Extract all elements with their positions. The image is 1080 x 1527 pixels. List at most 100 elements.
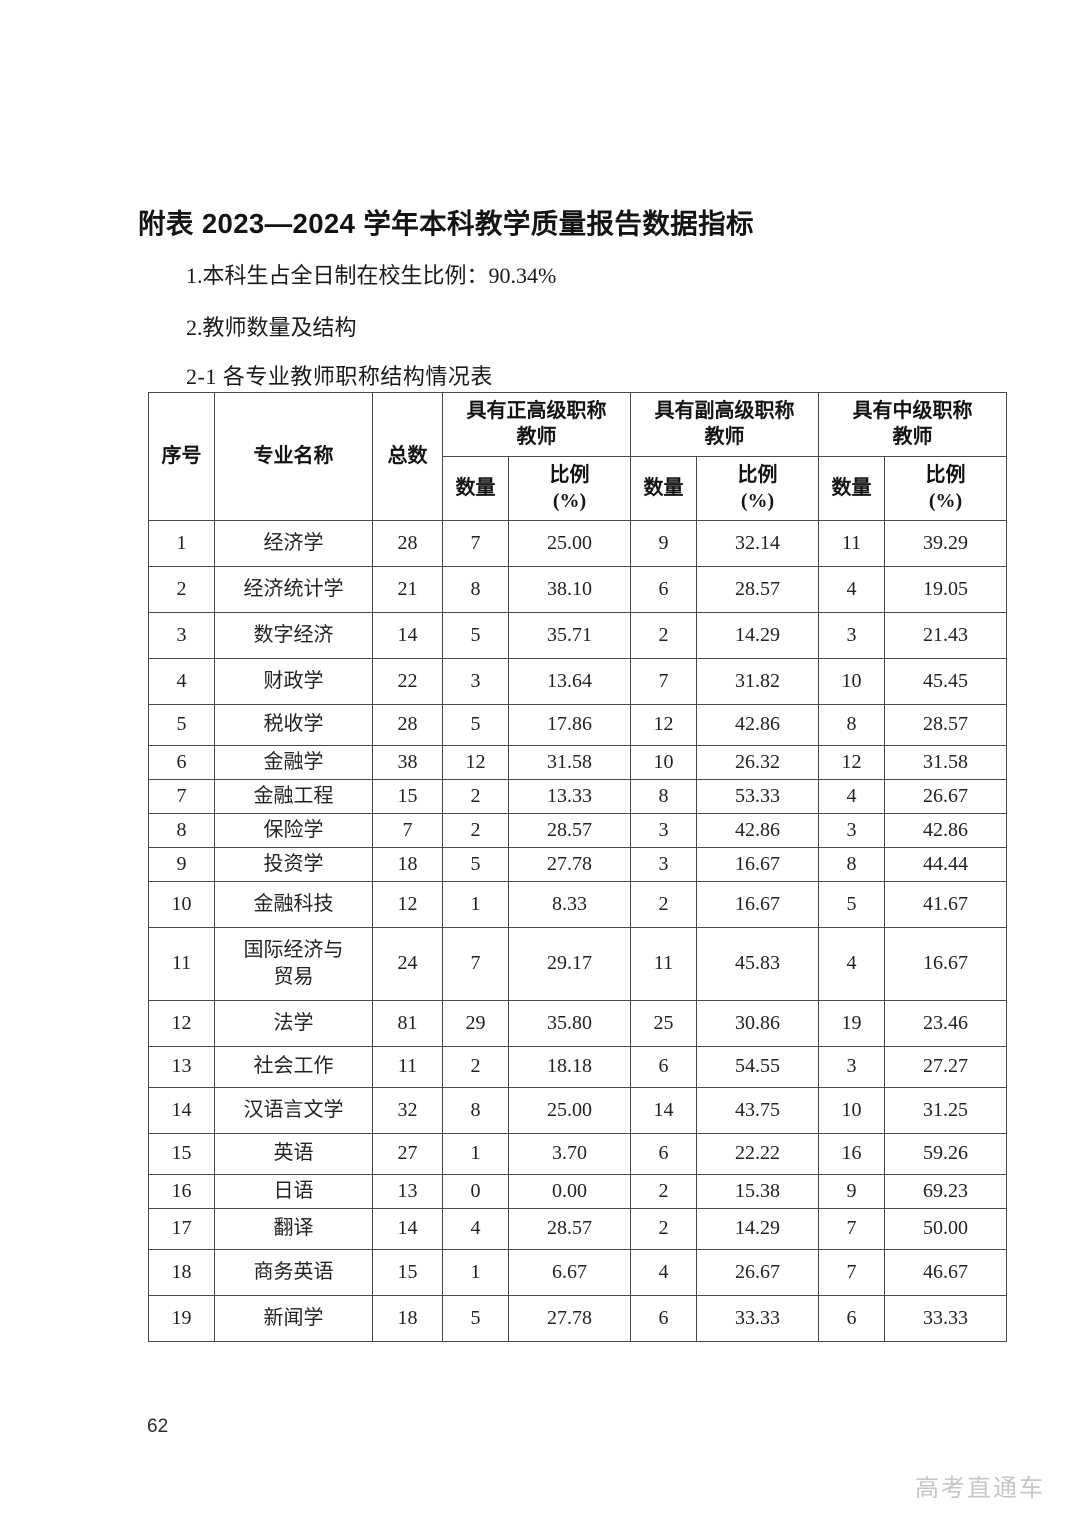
cell-associate-qty: 25 xyxy=(630,999,697,1047)
cell-associate-qty: 4 xyxy=(630,1248,697,1296)
cell-intermediate-pct: 28.57 xyxy=(884,703,1007,746)
table-row: 9 投资学 18 5 27.78 3 16.67 8 44.44 xyxy=(148,846,1007,882)
cell-associate-qty: 6 xyxy=(630,565,697,613)
cell-associate-pct: 54.55 xyxy=(696,1045,819,1088)
column-header-intermediate-pct: 比例 (%) xyxy=(884,455,1007,521)
cell-senior-qty: 0 xyxy=(442,1173,509,1209)
cell-associate-pct: 53.33 xyxy=(696,778,819,814)
cell-intermediate-pct: 45.45 xyxy=(884,657,1007,705)
cell-intermediate-qty: 3 xyxy=(818,611,885,659)
cell-no: 4 xyxy=(148,657,215,705)
table-caption: 2-1 各专业教师职称结构情况表 xyxy=(186,364,493,389)
cell-senior-qty: 2 xyxy=(442,778,509,814)
cell-no: 5 xyxy=(148,703,215,746)
table-row: 2 经济统计学 21 8 38.10 6 28.57 4 19.05 xyxy=(148,565,1007,613)
cell-major-name: 数字经济 xyxy=(214,611,373,659)
cell-major-name: 翻译 xyxy=(214,1207,373,1250)
cell-total: 18 xyxy=(372,846,443,882)
table-row: 16 日语 13 0 0.00 2 15.38 9 69.23 xyxy=(148,1173,1007,1209)
cell-associate-pct: 31.82 xyxy=(696,657,819,705)
cell-intermediate-pct: 19.05 xyxy=(884,565,1007,613)
cell-senior-qty: 5 xyxy=(442,703,509,746)
cell-senior-qty: 2 xyxy=(442,1045,509,1088)
cell-total: 38 xyxy=(372,744,443,780)
cell-total: 28 xyxy=(372,703,443,746)
cell-associate-pct: 33.33 xyxy=(696,1294,819,1342)
cell-senior-pct: 28.57 xyxy=(508,812,631,848)
cell-major-name: 财政学 xyxy=(214,657,373,705)
column-header-associate-qty: 数量 xyxy=(630,455,697,521)
table-row: 3 数字经济 14 5 35.71 2 14.29 3 21.43 xyxy=(148,611,1007,659)
cell-total: 24 xyxy=(372,926,443,1001)
cell-no: 6 xyxy=(148,744,215,780)
cell-no: 15 xyxy=(148,1132,215,1175)
cell-intermediate-pct: 31.25 xyxy=(884,1086,1007,1134)
table-row: 17 翻译 14 4 28.57 2 14.29 7 50.00 xyxy=(148,1207,1007,1250)
senior-pct-line2: (%) xyxy=(552,490,587,513)
cell-no: 7 xyxy=(148,778,215,814)
major-name-line2: 贸易 xyxy=(273,965,314,988)
cell-associate-qty: 6 xyxy=(630,1132,697,1175)
cell-senior-qty: 5 xyxy=(442,846,509,882)
cell-senior-qty: 8 xyxy=(442,565,509,613)
cell-intermediate-pct: 39.29 xyxy=(884,519,1007,567)
cell-senior-qty: 2 xyxy=(442,812,509,848)
cell-intermediate-qty: 11 xyxy=(818,519,885,567)
cell-associate-qty: 9 xyxy=(630,519,697,567)
group-header-intermediate-line2: 教师 xyxy=(892,426,933,449)
cell-senior-qty: 3 xyxy=(442,657,509,705)
cell-no: 9 xyxy=(148,846,215,882)
cell-intermediate-pct: 44.44 xyxy=(884,846,1007,882)
associate-pct-line1: 比例 xyxy=(737,463,778,486)
cell-total: 7 xyxy=(372,812,443,848)
cell-senior-pct: 25.00 xyxy=(508,519,631,567)
cell-major-name: 金融科技 xyxy=(214,880,373,928)
cell-no: 12 xyxy=(148,999,215,1047)
table-header: 序号 专业名称 总数 具有正高级职称 教师 具有副高级职称 教师 具有中级职称 … xyxy=(148,392,1007,521)
cell-senior-qty: 5 xyxy=(442,1294,509,1342)
cell-total: 11 xyxy=(372,1045,443,1088)
cell-major-name: 国际经济与 贸易 xyxy=(214,926,373,1001)
cell-associate-pct: 15.38 xyxy=(696,1173,819,1209)
cell-associate-pct: 14.29 xyxy=(696,611,819,659)
cell-intermediate-pct: 26.67 xyxy=(884,778,1007,814)
table-row: 19 新闻学 18 5 27.78 6 33.33 6 33.33 xyxy=(148,1294,1007,1342)
cell-associate-qty: 2 xyxy=(630,880,697,928)
cell-senior-pct: 28.57 xyxy=(508,1207,631,1250)
cell-senior-pct: 27.78 xyxy=(508,846,631,882)
cell-total: 12 xyxy=(372,880,443,928)
cell-senior-pct: 6.67 xyxy=(508,1248,631,1296)
column-header-intermediate-qty: 数量 xyxy=(818,455,885,521)
cell-no: 1 xyxy=(148,519,215,567)
cell-no: 8 xyxy=(148,812,215,848)
cell-total: 22 xyxy=(372,657,443,705)
cell-intermediate-pct: 27.27 xyxy=(884,1045,1007,1088)
paragraph-undergrad-ratio: 1.本科生占全日制在校生比例：90.34% xyxy=(186,263,557,288)
paragraph-section-heading: 2.教师数量及结构 xyxy=(186,315,357,340)
cell-major-name: 英语 xyxy=(214,1132,373,1175)
cell-intermediate-pct: 50.00 xyxy=(884,1207,1007,1250)
cell-major-name: 社会工作 xyxy=(214,1045,373,1088)
cell-associate-pct: 45.83 xyxy=(696,926,819,1001)
cell-senior-qty: 1 xyxy=(442,880,509,928)
cell-intermediate-qty: 10 xyxy=(818,1086,885,1134)
cell-major-name: 保险学 xyxy=(214,812,373,848)
cell-total: 18 xyxy=(372,1294,443,1342)
table-header-row-sub: 数量 比例 (%) 数量 比例 (%) 数量 比例 (%) xyxy=(149,455,1007,521)
senior-pct-line1: 比例 xyxy=(549,463,590,486)
cell-intermediate-qty: 4 xyxy=(818,565,885,613)
cell-senior-pct: 13.64 xyxy=(508,657,631,705)
cell-major-name: 汉语言文学 xyxy=(214,1086,373,1134)
cell-intermediate-qty: 8 xyxy=(818,846,885,882)
column-group-header-senior: 具有正高级职称 教师 xyxy=(442,392,631,457)
cell-no: 10 xyxy=(148,880,215,928)
cell-intermediate-qty: 4 xyxy=(818,926,885,1001)
cell-total: 14 xyxy=(372,611,443,659)
cell-senior-pct: 3.70 xyxy=(508,1132,631,1175)
cell-major-name: 新闻学 xyxy=(214,1294,373,1342)
cell-associate-pct: 43.75 xyxy=(696,1086,819,1134)
cell-associate-pct: 42.86 xyxy=(696,812,819,848)
cell-intermediate-pct: 23.46 xyxy=(884,999,1007,1047)
cell-senior-qty: 7 xyxy=(442,519,509,567)
